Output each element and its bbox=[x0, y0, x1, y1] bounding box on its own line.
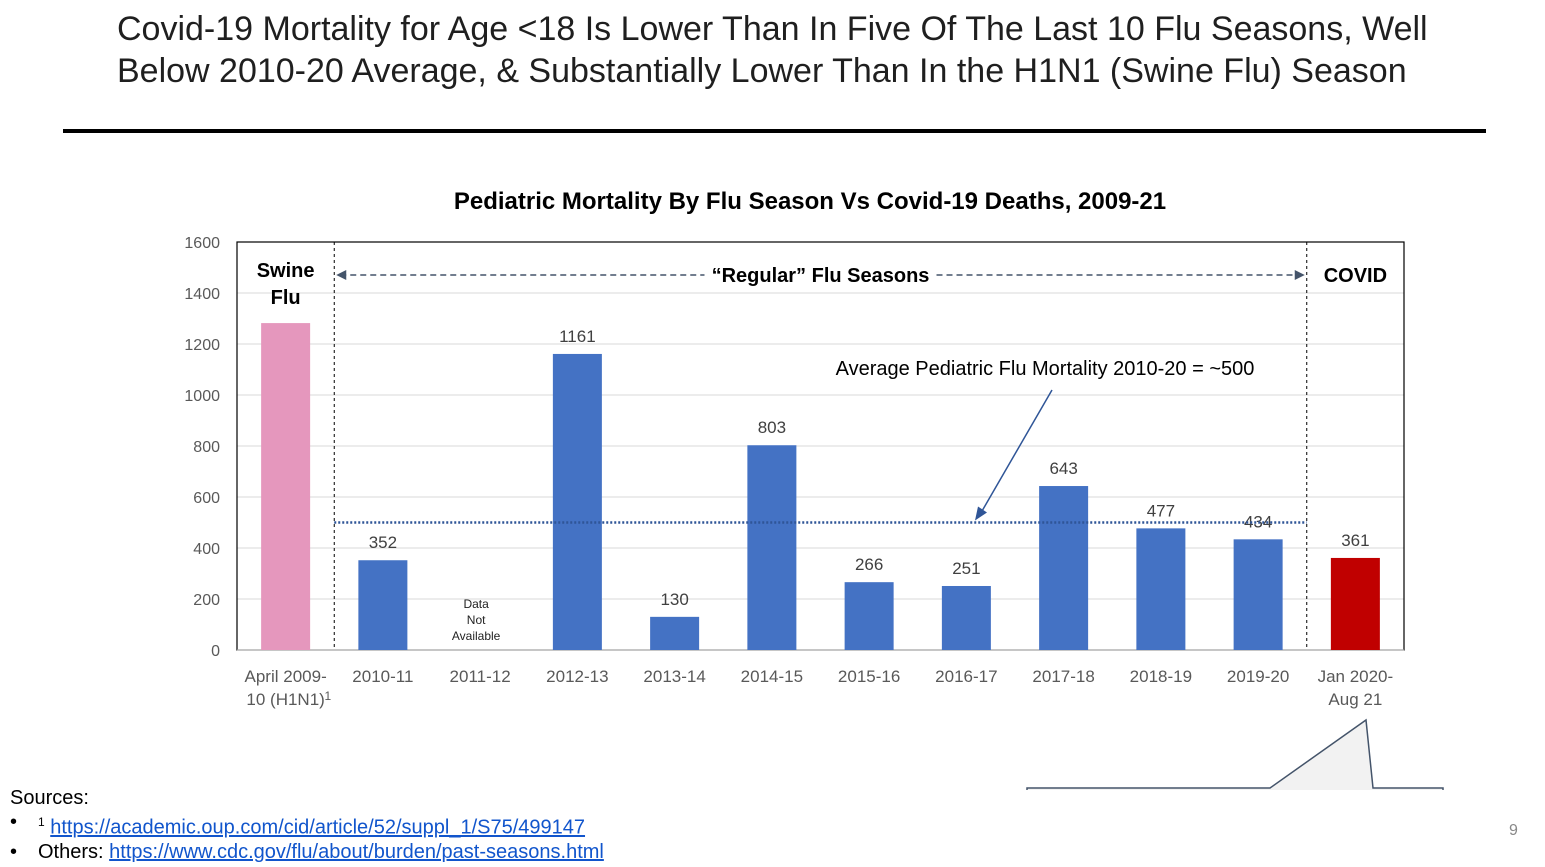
x-tick-label: 2010-11 bbox=[352, 667, 413, 686]
y-tick-label: 600 bbox=[193, 490, 220, 507]
y-tick-label: 0 bbox=[211, 643, 220, 660]
data-label: 1161 bbox=[559, 327, 596, 346]
region-label-covid: COVID bbox=[1324, 265, 1387, 287]
average-line-label: Average Pediatric Flu Mortality 2010-20 … bbox=[836, 358, 1255, 380]
y-tick-label: 400 bbox=[193, 541, 220, 558]
region-label-swine-flu: Swine bbox=[257, 260, 315, 282]
source-item-2: Others: https://www.cdc.gov/flu/about/bu… bbox=[10, 840, 604, 864]
data-label: 361 bbox=[1341, 531, 1369, 550]
x-tick-label: 2015-16 bbox=[838, 667, 900, 686]
bar-1 bbox=[358, 560, 408, 650]
source-prefix: Others: bbox=[38, 840, 110, 863]
x-tick-label: 2016-17 bbox=[935, 667, 997, 686]
sources-block: Sources: 1 https://academic.oup.com/cid/… bbox=[10, 786, 604, 864]
x-tick-label: 2012-13 bbox=[546, 667, 608, 686]
data-label: 643 bbox=[1049, 459, 1077, 478]
data-label: 434 bbox=[1244, 512, 1272, 531]
x-tick-label: Jan 2020-Aug 21 bbox=[1318, 667, 1394, 709]
bar-10 bbox=[1233, 539, 1283, 650]
bar-5 bbox=[747, 445, 797, 650]
y-tick-label: 1000 bbox=[184, 388, 220, 405]
data-label: 251 bbox=[952, 559, 980, 578]
y-axis: 0 200 400 600 800 1000 1200 1400 1600 bbox=[184, 235, 220, 660]
average-pointer-arrow bbox=[979, 389, 1053, 515]
bar-6 bbox=[844, 582, 894, 650]
bar-11 bbox=[1330, 557, 1380, 650]
x-tick-label: 2018-19 bbox=[1130, 667, 1192, 686]
bar-0 bbox=[261, 323, 311, 650]
arrowhead-right bbox=[1294, 270, 1305, 280]
bar-3 bbox=[552, 353, 602, 650]
x-tick-label: 2017-18 bbox=[1032, 667, 1094, 686]
x-tick-label: 2011-12 bbox=[450, 667, 511, 686]
bar-9 bbox=[1136, 528, 1186, 650]
region-label-swine-flu: Flu bbox=[271, 287, 301, 309]
source-superscript: 1 bbox=[38, 815, 45, 829]
x-axis: April 2009-10 (H1N1) 1 2010-11 2011-12 2012-… bbox=[245, 667, 1394, 709]
region-annotations: Swine Flu “Regular” Flu Seasons COVID bbox=[257, 242, 1387, 650]
slide-title: Covid-19 Mortality for Age <18 Is Lower … bbox=[117, 10, 1428, 90]
page-number: 9 bbox=[1509, 822, 1518, 839]
title-divider bbox=[63, 129, 1486, 133]
bars bbox=[261, 323, 1380, 650]
average-line-group: Average Pediatric Flu Mortality 2010-20 … bbox=[334, 358, 1307, 524]
bar-8 bbox=[1039, 486, 1089, 650]
arrowhead-left bbox=[336, 270, 347, 280]
x-tick-label: 2014-15 bbox=[741, 667, 803, 686]
x-tick-label: April 2009-10 (H1N1) bbox=[245, 667, 327, 709]
source-link-cdc[interactable]: https://www.cdc.gov/flu/about/burden/pas… bbox=[109, 840, 604, 863]
source-link-academic[interactable]: https://academic.oup.com/cid/article/52/… bbox=[50, 816, 586, 839]
x-tick-label: 2019-20 bbox=[1227, 667, 1289, 686]
x-tick-label: 2013-14 bbox=[643, 667, 705, 686]
sources-heading: Sources: bbox=[10, 787, 89, 809]
note-box bbox=[1026, 718, 1444, 790]
data-label: 803 bbox=[758, 418, 786, 437]
pediatric-mortality-chart: Pediatric Mortality By Flu Season Vs Cov… bbox=[184, 188, 1444, 790]
y-tick-label: 800 bbox=[193, 439, 220, 456]
missing-data-label: Not bbox=[467, 613, 486, 627]
data-label: 130 bbox=[660, 590, 688, 609]
source-item-1: 1 https://academic.oup.com/cid/article/5… bbox=[10, 810, 604, 840]
y-tick-label: 1600 bbox=[184, 235, 220, 252]
y-tick-label: 1400 bbox=[184, 286, 220, 303]
y-tick-label: 200 bbox=[193, 592, 220, 609]
note-callout: Note: time period is more than 12 months bbox=[1026, 718, 1444, 790]
x-tick-superscript: 1 bbox=[325, 689, 332, 703]
missing-data-label: Data bbox=[463, 597, 489, 611]
data-label: 352 bbox=[369, 533, 397, 552]
region-label-regular: “Regular” Flu Seasons bbox=[712, 265, 930, 287]
gridlines bbox=[236, 241, 1405, 651]
data-label: 266 bbox=[855, 555, 883, 574]
y-tick-label: 1200 bbox=[184, 337, 220, 354]
chart-title: Pediatric Mortality By Flu Season Vs Cov… bbox=[454, 188, 1166, 215]
missing-data-label: Available bbox=[452, 629, 501, 643]
average-pointer-arrowhead bbox=[975, 506, 987, 521]
bar-4 bbox=[650, 616, 700, 650]
data-labels: 352 Data Not Available 1161 130 803 266 251 643 47… bbox=[369, 327, 1370, 643]
data-label: 477 bbox=[1147, 501, 1175, 520]
bar-7 bbox=[941, 585, 991, 650]
